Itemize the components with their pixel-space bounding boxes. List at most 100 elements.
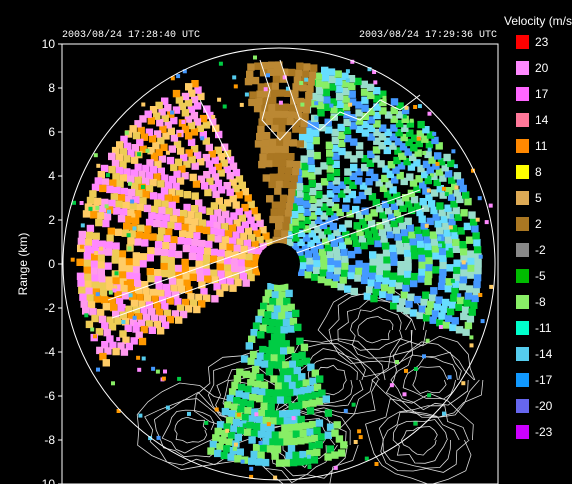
velocity-gate bbox=[241, 203, 249, 212]
velocity-gate bbox=[250, 206, 258, 215]
velocity-gate bbox=[276, 298, 284, 306]
velocity-gate bbox=[287, 68, 296, 77]
velocity-gate bbox=[325, 217, 333, 225]
velocity-gate bbox=[276, 173, 284, 181]
velocity-gate bbox=[249, 372, 257, 380]
velocity-gate bbox=[315, 419, 324, 427]
velocity-gate bbox=[321, 194, 329, 203]
velocity-gate bbox=[212, 190, 220, 198]
velocity-gate bbox=[182, 244, 191, 253]
velocity-gate bbox=[468, 211, 476, 219]
velocity-gate bbox=[115, 167, 124, 175]
velocity-gate bbox=[389, 133, 398, 141]
velocity-gate bbox=[306, 257, 314, 265]
velocity-gate bbox=[91, 314, 99, 323]
velocity-gate bbox=[420, 298, 428, 306]
colorbar-swatch bbox=[516, 191, 529, 205]
velocity-gate bbox=[209, 440, 218, 449]
velocity-gate bbox=[285, 289, 293, 298]
contour-line bbox=[349, 306, 403, 351]
velocity-gate bbox=[138, 170, 146, 178]
velocity-gate bbox=[281, 382, 290, 390]
velocity-gate bbox=[260, 402, 268, 410]
velocity-gate bbox=[187, 211, 195, 219]
velocity-gate bbox=[436, 318, 444, 327]
velocity-gate bbox=[302, 357, 311, 365]
velocity-gate bbox=[154, 276, 162, 284]
velocity-gate bbox=[278, 431, 287, 439]
velocity-gate bbox=[404, 217, 412, 225]
velocity-gate bbox=[355, 101, 363, 109]
velocity-gate bbox=[291, 374, 299, 382]
velocity-gate bbox=[413, 159, 421, 167]
velocity-gate bbox=[230, 258, 238, 266]
velocity-gate bbox=[176, 216, 185, 224]
echo-speckle bbox=[372, 70, 377, 74]
velocity-gate bbox=[121, 318, 130, 326]
velocity-gate bbox=[134, 287, 143, 295]
velocity-gate bbox=[465, 236, 474, 244]
velocity-gate bbox=[404, 256, 412, 264]
velocity-gate bbox=[315, 79, 323, 88]
echo-speckle bbox=[398, 153, 402, 158]
velocity-gate bbox=[409, 153, 417, 161]
velocity-gate bbox=[280, 347, 288, 355]
velocity-gate bbox=[339, 276, 347, 284]
velocity-gate bbox=[244, 260, 252, 268]
velocity-gate bbox=[112, 207, 121, 215]
velocity-gate bbox=[320, 178, 329, 186]
velocity-gate bbox=[161, 200, 169, 208]
velocity-gate bbox=[328, 83, 337, 91]
velocity-gate bbox=[83, 252, 91, 260]
velocity-gate bbox=[352, 205, 360, 214]
velocity-gate bbox=[431, 136, 439, 145]
velocity-gate bbox=[287, 445, 296, 453]
velocity-gate bbox=[199, 131, 207, 139]
velocity-gate bbox=[258, 409, 266, 417]
velocity-gate bbox=[286, 195, 295, 203]
velocity-gate bbox=[125, 272, 134, 280]
velocity-gate bbox=[463, 299, 471, 307]
colorbar-label: 14 bbox=[535, 113, 549, 127]
velocity-gate bbox=[129, 202, 137, 211]
velocity-gate bbox=[290, 437, 298, 446]
velocity-gate bbox=[427, 200, 436, 208]
velocity-gate bbox=[221, 283, 229, 292]
velocity-gate bbox=[287, 110, 295, 119]
velocity-gate bbox=[343, 118, 351, 127]
echo-speckle bbox=[435, 161, 440, 166]
velocity-gate bbox=[282, 459, 291, 467]
velocity-gate bbox=[174, 264, 182, 273]
velocity-gate bbox=[255, 247, 263, 256]
velocity-gate bbox=[217, 270, 225, 278]
velocity-gate bbox=[326, 208, 334, 216]
velocity-gate bbox=[212, 434, 220, 442]
velocity-gate bbox=[139, 115, 147, 123]
velocity-gate bbox=[456, 296, 465, 305]
echo-speckle bbox=[233, 84, 238, 89]
velocity-gate bbox=[437, 158, 446, 166]
velocity-gate bbox=[262, 416, 270, 425]
echo-speckle bbox=[211, 115, 216, 119]
velocity-gate bbox=[114, 228, 122, 236]
velocity-gate bbox=[272, 389, 280, 397]
velocity-gate bbox=[297, 394, 306, 402]
velocity-gate bbox=[309, 212, 317, 220]
velocity-gate bbox=[320, 262, 328, 270]
velocity-gate bbox=[215, 197, 223, 205]
velocity-gate bbox=[115, 298, 124, 306]
echo-speckle bbox=[225, 428, 230, 433]
velocity-gate bbox=[266, 325, 274, 334]
velocity-gate bbox=[197, 92, 205, 101]
velocity-gate bbox=[155, 148, 163, 156]
velocity-gate bbox=[467, 264, 475, 272]
velocity-gate bbox=[253, 104, 262, 113]
velocity-gate bbox=[185, 149, 193, 157]
velocity-gate bbox=[211, 156, 219, 164]
velocity-gate bbox=[425, 249, 433, 258]
velocity-gate bbox=[361, 112, 369, 121]
velocity-gate bbox=[321, 66, 329, 75]
velocity-gate bbox=[455, 303, 463, 311]
velocity-gate bbox=[168, 145, 176, 153]
velocity-gate bbox=[344, 151, 352, 159]
